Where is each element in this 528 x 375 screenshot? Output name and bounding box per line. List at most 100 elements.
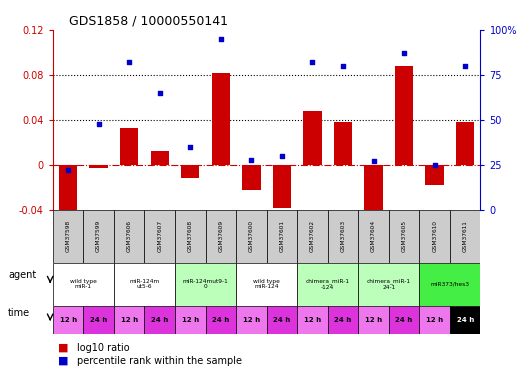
Text: GSM37605: GSM37605 [402, 220, 407, 252]
Bar [175, 210, 205, 262]
Text: GSM37603: GSM37603 [341, 220, 345, 252]
Bar [83, 306, 114, 334]
Point [186, 144, 194, 150]
Text: ■: ■ [58, 356, 69, 366]
Point [64, 167, 72, 173]
Text: 24 h: 24 h [395, 316, 413, 322]
Text: miR-124m
ut5-6: miR-124m ut5-6 [129, 279, 159, 290]
Point [216, 36, 225, 42]
Text: wild type
miR-124: wild type miR-124 [253, 279, 280, 290]
Text: 24 h: 24 h [457, 316, 474, 322]
Text: 12 h: 12 h [304, 316, 321, 322]
Text: 12 h: 12 h [182, 316, 199, 322]
Text: GSM37599: GSM37599 [96, 220, 101, 252]
Bar [359, 262, 419, 306]
Bar [267, 210, 297, 262]
Point [156, 90, 164, 96]
Bar [328, 210, 359, 262]
Bar [359, 210, 389, 262]
Point [278, 153, 286, 159]
Text: GSM37600: GSM37600 [249, 220, 254, 252]
Point [339, 63, 347, 69]
Bar [83, 210, 114, 262]
Bar [426, 165, 444, 185]
Text: GSM37607: GSM37607 [157, 220, 162, 252]
Bar [181, 165, 200, 178]
Text: 24 h: 24 h [334, 316, 352, 322]
Bar [53, 306, 83, 334]
Point [461, 63, 469, 69]
Text: GSM37608: GSM37608 [188, 220, 193, 252]
Text: GSM37604: GSM37604 [371, 220, 376, 252]
Text: GSM37611: GSM37611 [463, 220, 468, 252]
Bar [236, 210, 267, 262]
Text: 12 h: 12 h [120, 316, 138, 322]
Bar [389, 210, 419, 262]
Text: agent: agent [8, 270, 36, 280]
Bar [456, 122, 474, 165]
Bar [175, 262, 236, 306]
Bar [120, 128, 138, 165]
Bar [389, 306, 419, 334]
Point [308, 59, 317, 65]
Bar [297, 210, 328, 262]
Bar [114, 306, 145, 334]
Bar [236, 262, 297, 306]
Text: miR-124mut9-1
0: miR-124mut9-1 0 [183, 279, 229, 290]
Point [95, 121, 103, 127]
Text: 12 h: 12 h [243, 316, 260, 322]
Text: GSM37606: GSM37606 [127, 220, 131, 252]
Bar [205, 306, 236, 334]
Bar [297, 262, 359, 306]
Bar [59, 165, 77, 212]
Bar [114, 210, 145, 262]
Bar [145, 210, 175, 262]
Text: GSM37602: GSM37602 [310, 220, 315, 252]
Bar [419, 210, 450, 262]
Point [125, 59, 134, 65]
Bar [242, 165, 260, 190]
Text: chimera_miR-1
-124: chimera_miR-1 -124 [306, 278, 350, 290]
Bar [419, 306, 450, 334]
Bar [150, 152, 169, 165]
Text: ■: ■ [58, 343, 69, 353]
Bar [267, 306, 297, 334]
Bar [53, 262, 114, 306]
Text: 12 h: 12 h [60, 316, 77, 322]
Text: 24 h: 24 h [151, 316, 168, 322]
Text: GSM37609: GSM37609 [218, 220, 223, 252]
Bar [334, 122, 352, 165]
Bar [395, 66, 413, 165]
Point [370, 158, 378, 164]
Point [247, 157, 256, 163]
Text: wild type
miR-1: wild type miR-1 [70, 279, 97, 290]
Text: miR373/hes3: miR373/hes3 [430, 282, 469, 286]
Text: GSM37610: GSM37610 [432, 220, 437, 252]
Bar [364, 165, 383, 227]
Bar [328, 306, 359, 334]
Bar [114, 262, 175, 306]
Text: GSM37601: GSM37601 [279, 220, 285, 252]
Bar [450, 306, 480, 334]
Text: time: time [8, 309, 30, 318]
Point [400, 50, 408, 56]
Text: 12 h: 12 h [365, 316, 382, 322]
Bar [273, 165, 291, 208]
Text: 24 h: 24 h [212, 316, 230, 322]
Bar [89, 165, 108, 168]
Bar [450, 210, 480, 262]
Text: GDS1858 / 10000550141: GDS1858 / 10000550141 [69, 14, 228, 27]
Text: 24 h: 24 h [90, 316, 107, 322]
Bar [297, 306, 328, 334]
Bar [303, 111, 322, 165]
Text: percentile rank within the sample: percentile rank within the sample [77, 356, 242, 366]
Text: 12 h: 12 h [426, 316, 443, 322]
Bar [205, 210, 236, 262]
Bar [236, 306, 267, 334]
Bar [419, 262, 480, 306]
Bar [359, 306, 389, 334]
Bar [145, 306, 175, 334]
Text: GSM37598: GSM37598 [65, 220, 71, 252]
Bar [175, 306, 205, 334]
Point [430, 162, 439, 168]
